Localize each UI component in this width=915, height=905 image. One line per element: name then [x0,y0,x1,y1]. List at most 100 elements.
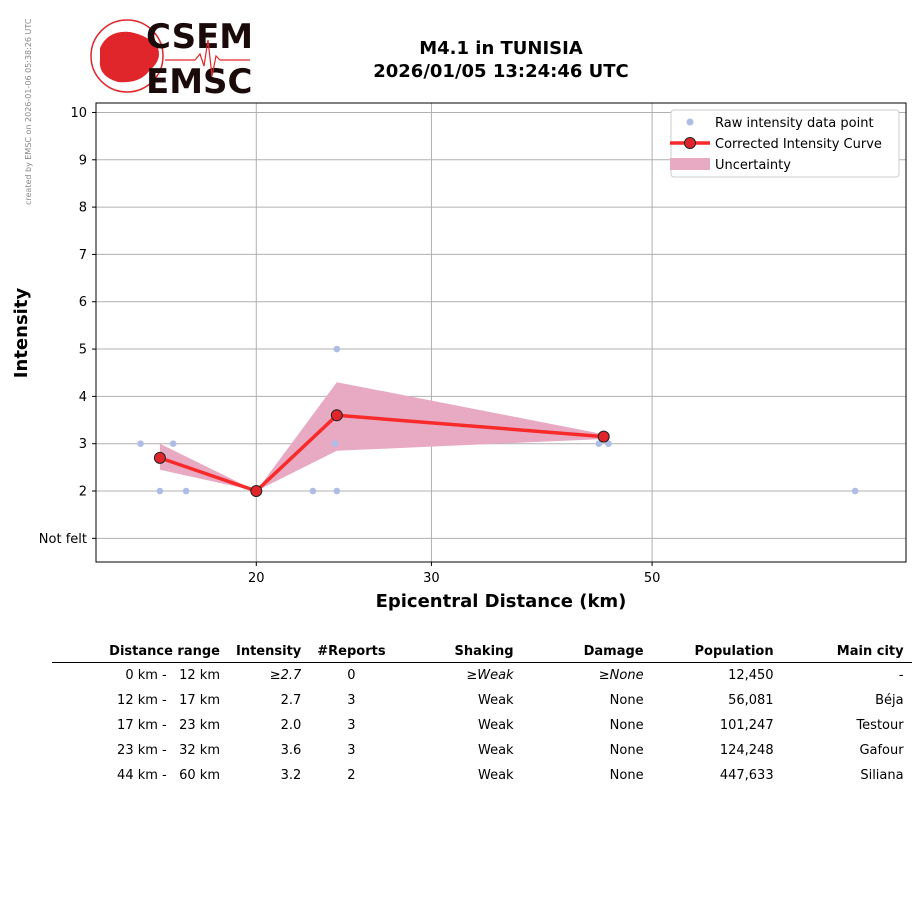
y-tick-label: 6 [79,295,87,310]
table-row: 12 km - 17 km 2.7 3 Weak None 56,081 Béj… [52,688,912,713]
cell-reports: 0 [347,668,356,683]
y-tick-label: 10 [70,106,87,121]
chart-title: M4.1 in TUNISIA [419,38,583,59]
cell-city: - [898,668,904,683]
cell-range: 12 km - 17 km [117,693,220,708]
legend-curve-label: Corrected Intensity Curve [715,137,882,152]
curve-point [330,409,343,422]
uncertainty-band [159,382,604,491]
x-tick-label: 30 [423,571,440,586]
cell-intensity: 3.2 [280,768,302,783]
cell-city: Gafour [859,743,904,758]
curve-line [159,413,604,493]
cell-shaking: Weak [478,693,514,708]
raw-data-point [137,440,144,448]
logo-line1: CSEM [146,17,253,57]
x-tick-label: 50 [644,571,661,586]
table-row: 17 km - 23 km 2.0 3 Weak None 101,247 Te… [52,713,912,738]
y-tick-label: 7 [79,248,87,263]
cell-intensity: 2.0 [280,718,302,733]
emsc-logo: CSEM EMSC [90,17,253,102]
y-tick-label: 3 [79,437,87,452]
legend: Raw intensity data point Corrected Inten… [670,109,900,178]
cell-population: 12,450 [728,668,774,683]
raw-data-point [851,487,859,495]
header-reports: #Reports [309,641,394,663]
curve-point [597,430,610,443]
cell-intensity: ≥2.7 [269,668,302,683]
raw-data-point [331,440,339,448]
header-shaking: Shaking [393,641,522,663]
cell-city: Siliana [860,768,904,783]
raw-points [137,345,859,495]
legend-uncertainty-swatch [670,158,710,170]
plot-frame [95,102,907,563]
y-tick-label: Not felt [39,532,87,547]
seismogram-icon [165,39,250,77]
y-tick-label: 9 [79,153,87,168]
axis-ticks: Not felt 2 3 4 5 6 7 8 9 10 20 30 50 [39,106,661,586]
cell-population: 447,633 [719,768,774,783]
cell-city: Béja [875,693,904,708]
header-population: Population [651,641,782,663]
legend-curve-marker [684,137,696,149]
cell-damage: ≥None [598,668,644,683]
curve-point [250,485,263,498]
header-intensity: Intensity [228,641,310,663]
cell-damage: None [609,768,644,783]
cell-reports: 3 [347,693,356,708]
chart-subtitle: 2026/01/05 13:24:46 UTC [373,61,629,82]
cell-shaking: ≥Weak [466,668,514,683]
header-damage: Damage [521,641,652,663]
logo-line2: EMSC [146,62,253,102]
table-row: 44 km - 60 km 3.2 2 Weak None 447,633 Si… [52,763,912,788]
cell-reports: 2 [347,768,356,783]
cell-city: Testour [856,718,904,733]
legend-uncertainty-label: Uncertainty [715,158,791,173]
cell-population: 101,247 [719,718,774,733]
raw-data-point [182,487,190,495]
raw-data-point [156,487,164,495]
cell-intensity: 2.7 [280,693,302,708]
raw-data-point [333,345,341,353]
cell-intensity: 3.6 [280,743,302,758]
continent-shape [99,31,159,83]
cell-damage: None [609,718,644,733]
header-distance-range: Distance range [52,641,228,663]
curve-point [153,451,166,464]
corrected-curve [153,409,610,498]
table-row: 23 km - 32 km 3.6 3 Weak None 124,248 Ga… [52,738,912,763]
cell-population: 56,081 [728,693,774,708]
table-header-row: Distance range Intensity #Reports Shakin… [52,641,912,663]
raw-data-point [169,440,177,448]
y-tick-label: 5 [79,343,87,358]
cell-damage: None [609,743,644,758]
cell-shaking: Weak [478,768,514,783]
raw-data-point [595,440,603,448]
cell-range: 23 km - 32 km [117,743,220,758]
legend-raw-marker [686,118,694,126]
legend-raw-label: Raw intensity data point [715,116,874,131]
x-axis-label: Epicentral Distance (km) [376,591,627,612]
cell-shaking: Weak [478,743,514,758]
summary-table: Distance range Intensity #Reports Shakin… [52,641,912,788]
grid [96,103,906,562]
y-tick-label: 8 [79,201,87,216]
raw-data-point [605,440,612,448]
header-main-city: Main city [781,641,912,663]
y-axis-label: Intensity [11,288,32,379]
cell-range: 0 km - 12 km [125,668,220,683]
cell-damage: None [609,693,644,708]
intensity-chart: CSEM EMSC Not felt 2 3 4 5 6 7 8 9 10 20 30 50 Epice… [11,17,907,612]
cell-population: 124,248 [719,743,774,758]
cell-reports: 3 [347,743,356,758]
table-row: 0 km - 12 km ≥2.7 0 ≥Weak ≥None 12,450 - [52,663,912,689]
uncertainty-area [159,382,604,491]
x-tick-label: 20 [248,571,265,586]
y-tick-label: 4 [79,390,87,405]
raw-data-point [333,487,341,495]
raw-data-point [309,487,317,495]
cell-reports: 3 [347,718,356,733]
cell-range: 44 km - 60 km [117,768,220,783]
cell-range: 17 km - 23 km [117,718,220,733]
